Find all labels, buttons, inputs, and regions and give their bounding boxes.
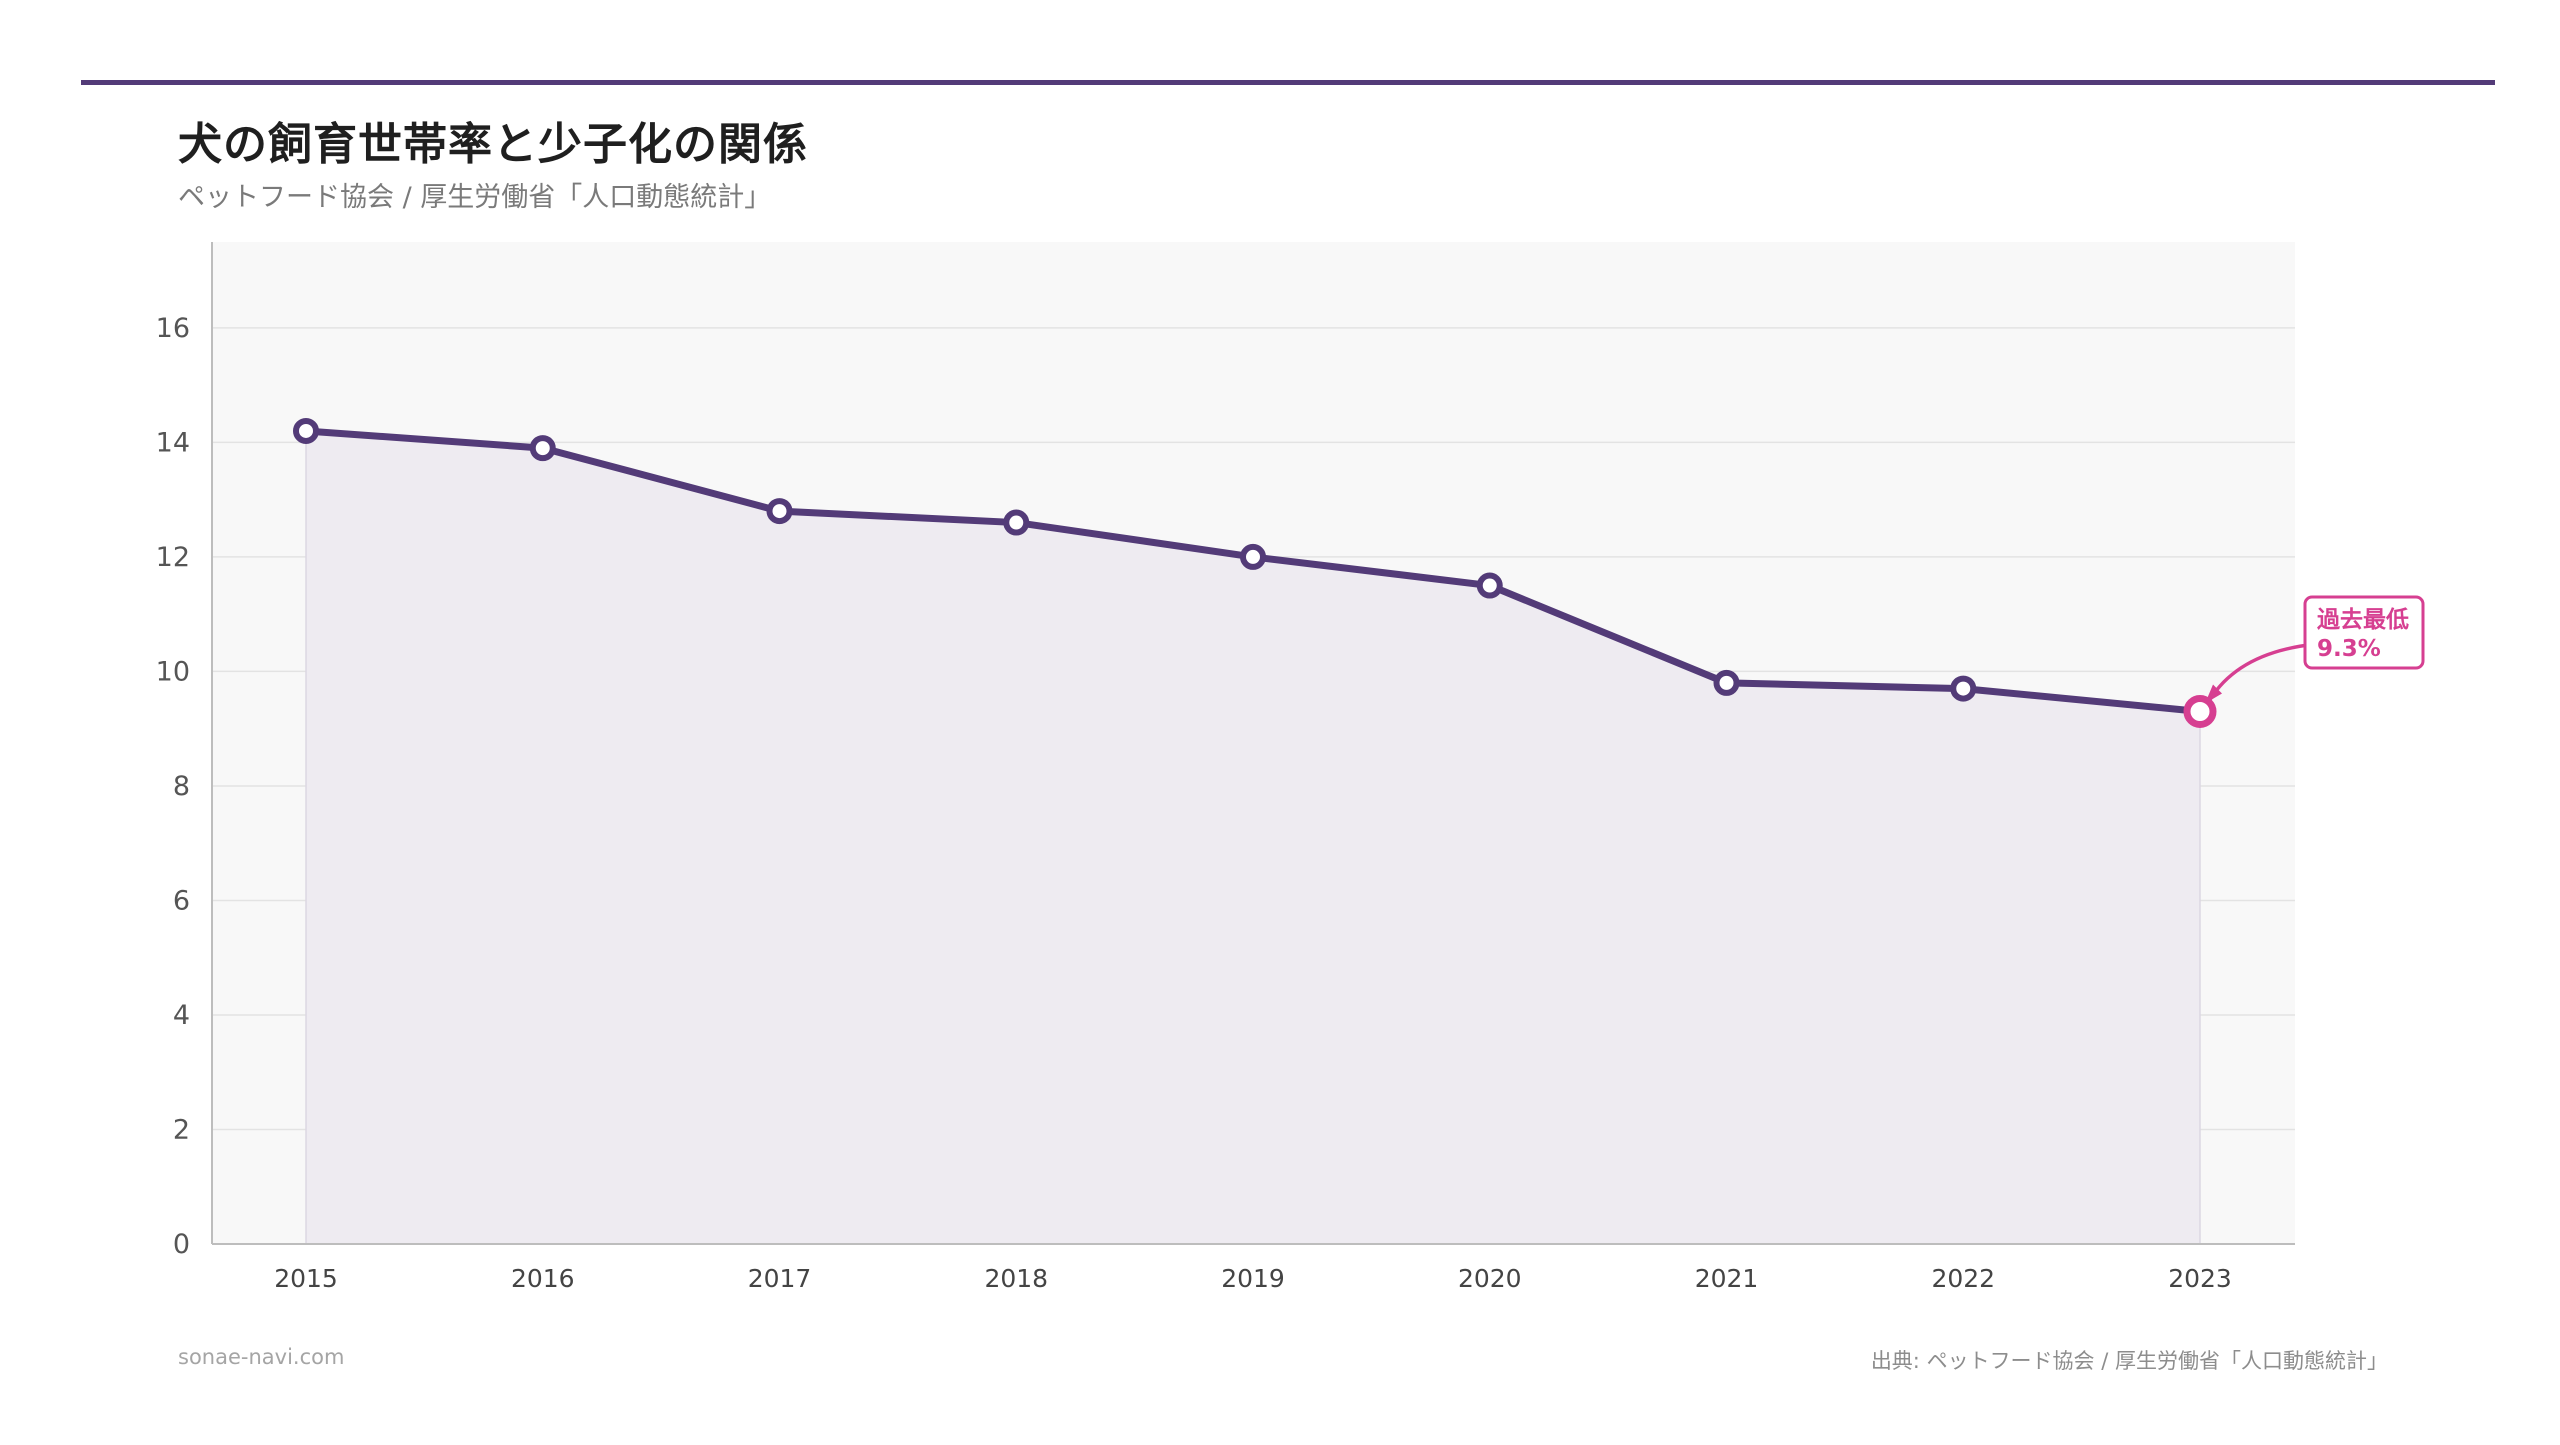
annotation-arrowhead bbox=[2205, 684, 2222, 704]
highlight-point bbox=[2183, 695, 2217, 729]
data-point bbox=[766, 498, 793, 525]
x-tick-label: 2019 bbox=[1221, 1264, 1285, 1293]
y-tick-label: 14 bbox=[156, 427, 190, 458]
label-layer: 0 2 4 6 8 10 12 14 16 2015 2016 2017 2018 2019 2020 202… bbox=[156, 313, 2232, 1293]
chart-subtitle: ペットフード協会 / 厚生労働省「人口動態統計」 bbox=[178, 182, 772, 213]
data-point bbox=[1240, 543, 1266, 570]
y-tick-label: 6 bbox=[173, 885, 190, 916]
x-tick-label: 2016 bbox=[511, 1264, 575, 1293]
data-point bbox=[529, 435, 556, 462]
y-tick-label: 4 bbox=[173, 1000, 190, 1031]
y-tick-label: 10 bbox=[156, 656, 190, 687]
chart-title: 犬の飼育世帯率と少子化の関係 bbox=[178, 119, 808, 170]
point-layer bbox=[293, 417, 2217, 729]
annotation-box bbox=[2303, 595, 2425, 670]
source-note: 出典: ペットフード協会 / 厚生労働省「人口動態統計」 bbox=[1870, 1349, 2388, 1373]
annotation-label: 過去最低 bbox=[2317, 606, 2409, 633]
area-layer bbox=[305, 430, 2201, 1244]
site-name: sonae-navi.com bbox=[178, 1345, 345, 1369]
x-tick-label: 2021 bbox=[1695, 1264, 1759, 1293]
x-tick-label: 2017 bbox=[748, 1264, 812, 1293]
area-fill bbox=[306, 430, 2200, 1244]
axis-layer bbox=[211, 242, 2295, 1245]
y-tick-label: 8 bbox=[173, 771, 190, 802]
annotation-value: 9.3% bbox=[2317, 636, 2381, 662]
x-tick-label: 2018 bbox=[984, 1264, 1048, 1293]
x-tick-label: 2022 bbox=[1931, 1264, 1995, 1293]
y-tick-label: 16 bbox=[156, 313, 190, 344]
x-tick-label: 2023 bbox=[2168, 1264, 2232, 1293]
data-point bbox=[1476, 572, 1503, 599]
x-tick-label: 2015 bbox=[274, 1264, 338, 1293]
y-tick-label: 2 bbox=[173, 1114, 190, 1145]
x-tick-label: 2020 bbox=[1458, 1264, 1522, 1293]
data-point bbox=[293, 417, 319, 444]
data-point bbox=[1713, 669, 1740, 696]
top-rule bbox=[81, 80, 2495, 85]
data-point bbox=[1950, 675, 1977, 702]
y-tick-label: 12 bbox=[156, 542, 190, 573]
y-tick-label: 0 bbox=[173, 1229, 190, 1260]
annotation-layer: 過去最低 9.3% bbox=[2205, 595, 2425, 704]
data-point bbox=[1003, 509, 1030, 536]
